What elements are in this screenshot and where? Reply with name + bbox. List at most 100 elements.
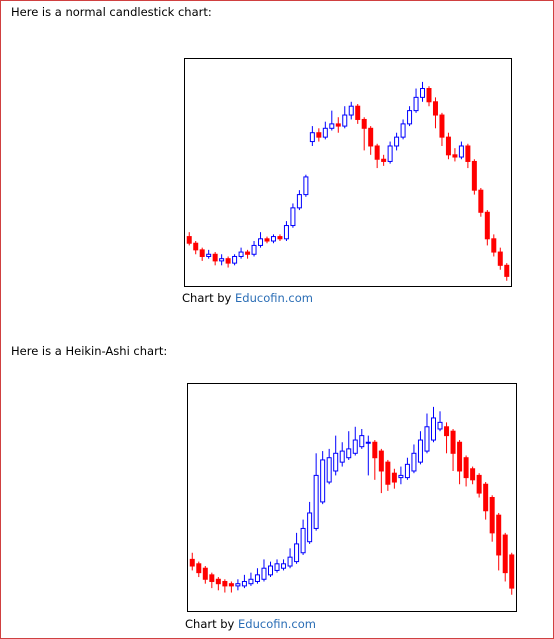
candle-body — [303, 176, 309, 196]
candle-body — [189, 558, 195, 567]
candle-body — [368, 127, 374, 147]
candle-body — [502, 534, 508, 574]
candle-body — [470, 468, 476, 481]
candle-body — [471, 160, 477, 191]
candle-body — [432, 101, 438, 116]
candle-body — [496, 514, 502, 556]
credit: Chart by Educofin.com — [182, 291, 313, 305]
candle-body — [209, 574, 215, 582]
candle-body — [413, 96, 419, 112]
candle-body — [457, 441, 463, 472]
candle-body — [274, 563, 280, 571]
candle-body — [504, 264, 510, 277]
candle-body — [391, 472, 397, 483]
candle-body — [417, 439, 423, 463]
candle-body — [339, 450, 345, 463]
candle-body — [241, 580, 247, 587]
candle-body — [212, 253, 218, 262]
candle-body — [411, 452, 417, 472]
candle-body — [222, 580, 228, 587]
candle-body — [251, 244, 257, 255]
candle-body — [431, 417, 436, 441]
candle-body — [264, 238, 270, 242]
candle-body — [219, 258, 225, 262]
candle-body — [476, 474, 482, 494]
candle-body — [426, 88, 432, 103]
candle-body — [215, 578, 221, 585]
candle-body — [186, 236, 192, 244]
candle-body — [322, 127, 328, 138]
candle-body — [283, 225, 289, 240]
candle-body — [248, 578, 254, 585]
credit: Chart by Educofin.com — [185, 617, 316, 631]
candle-body — [316, 132, 322, 138]
plot-frame — [184, 58, 512, 287]
candle-body — [420, 88, 426, 98]
candle-body — [342, 114, 348, 127]
candle-body — [329, 123, 335, 129]
candle-body — [378, 450, 384, 472]
candle-body — [437, 421, 443, 430]
candle-body — [199, 249, 205, 257]
credit-text: Chart by — [182, 291, 232, 305]
candle-body — [407, 110, 413, 125]
candle-body — [361, 118, 367, 129]
candle-body — [270, 236, 276, 242]
candle-body — [404, 463, 410, 479]
candle-body — [235, 583, 241, 587]
candle-body — [424, 426, 430, 452]
candle-body — [206, 253, 212, 257]
candle-body — [491, 238, 497, 253]
candle-body — [439, 114, 445, 138]
candle-body — [387, 145, 393, 162]
chart — [187, 383, 517, 612]
candle-body — [400, 123, 406, 138]
link[interactable]: Educofin.com — [235, 291, 313, 305]
plot-frame — [187, 383, 517, 612]
candle-body — [465, 145, 471, 162]
candle-body — [365, 441, 371, 444]
candle-body — [509, 554, 515, 589]
candle-body — [245, 251, 251, 255]
candle-body — [254, 574, 260, 582]
candle-body — [478, 189, 484, 213]
candle-body — [445, 136, 451, 156]
candle-body — [309, 132, 315, 143]
candle-body — [313, 474, 319, 529]
candle-body — [300, 527, 306, 554]
heading: Here is a Heikin-Ashi chart: — [11, 344, 168, 358]
candle-body — [268, 565, 273, 576]
candle-body — [372, 441, 378, 459]
candle-body — [326, 457, 332, 483]
candle-body — [333, 452, 339, 472]
candle-body — [238, 251, 244, 257]
candle-body — [277, 236, 283, 240]
candle-body — [497, 251, 503, 266]
candle-body — [359, 435, 365, 448]
candle-body — [290, 207, 296, 227]
candle-body — [335, 123, 341, 127]
candle-body — [355, 105, 361, 120]
candle-body — [385, 461, 391, 485]
link[interactable]: Educofin.com — [238, 617, 316, 631]
chart — [184, 58, 512, 287]
candle-body — [346, 448, 352, 459]
candle-body — [281, 563, 287, 569]
credit-text: Chart by — [185, 617, 235, 631]
candle-body — [348, 105, 354, 116]
candle-body — [202, 567, 208, 580]
candle-body — [320, 459, 326, 503]
candle-body — [489, 497, 495, 534]
candle-body — [352, 439, 358, 454]
candle-body — [450, 430, 456, 454]
candle-body — [374, 145, 380, 160]
candle-body — [463, 457, 469, 479]
candle-body — [258, 238, 264, 246]
candle-body — [296, 194, 302, 209]
candle-body — [483, 483, 489, 512]
candle-body — [232, 255, 238, 264]
heading: Here is a normal candlestick chart: — [11, 5, 212, 19]
candle-body — [287, 556, 293, 567]
candle-body — [398, 474, 404, 479]
